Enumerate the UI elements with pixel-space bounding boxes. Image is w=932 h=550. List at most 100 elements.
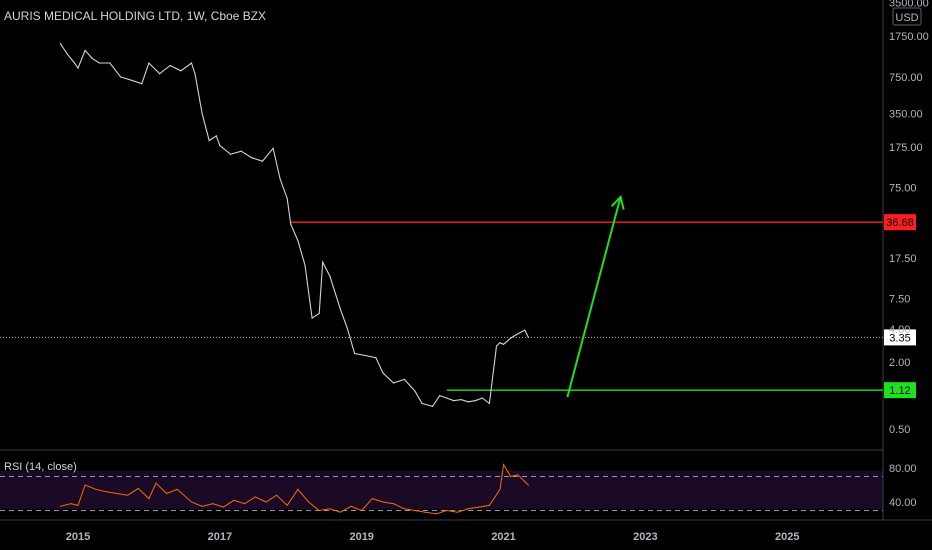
price-point: [98, 62, 100, 64]
main-pane[interactable]: [0, 0, 883, 449]
rsi-point: [478, 506, 480, 508]
price-point: [467, 401, 469, 403]
rsi-point: [456, 511, 458, 513]
price-point: [453, 400, 455, 402]
price-point: [272, 147, 274, 149]
time-axis-tick: 2017: [208, 531, 232, 543]
price-axis-tick: 17.50: [889, 253, 917, 265]
price-point: [148, 62, 150, 64]
price-point: [414, 390, 416, 392]
price-point: [290, 223, 292, 226]
price-axis-tick: 750.00: [889, 72, 923, 84]
price-point: [215, 135, 217, 137]
rsi-point: [148, 498, 150, 500]
level-tag-1[interactable]: [884, 382, 916, 399]
rsi-point: [155, 482, 157, 484]
time-axis-tick: 2023: [633, 531, 657, 543]
rsi-point: [467, 508, 469, 510]
rsi-point: [435, 513, 437, 515]
rsi-point: [488, 504, 490, 506]
price-point: [495, 345, 498, 347]
price-point: [240, 150, 242, 152]
rsi-point: [499, 488, 501, 490]
rsi-point: [382, 501, 384, 503]
time-axis-tick: 2021: [491, 531, 515, 543]
level-tag-label-1: 1.12: [889, 385, 910, 397]
time-axis-tick: 2015: [66, 531, 90, 543]
currency-badge[interactable]: [892, 7, 922, 26]
rsi-point: [350, 505, 352, 507]
rsi-point: [265, 501, 267, 503]
rsi-band-fill: [0, 471, 883, 509]
rsi-point: [77, 504, 79, 506]
price-point: [364, 354, 366, 357]
price-axis-tick: 4.00: [889, 324, 910, 336]
rsi-point: [318, 510, 320, 511]
rsi-point: [254, 496, 256, 498]
price-point: [481, 397, 483, 399]
rsi-point: [190, 501, 192, 503]
price-point: [329, 275, 331, 277]
last-price-tag[interactable]: [884, 329, 916, 346]
price-point: [527, 336, 529, 339]
last-price-label: 3.35: [889, 332, 910, 344]
rsi-point: [371, 498, 373, 500]
rsi-point: [176, 488, 178, 490]
price-point: [219, 144, 221, 147]
price-point: [354, 352, 356, 355]
price-point: [73, 62, 76, 64]
rsi-point: [212, 503, 214, 505]
price-point: [432, 405, 434, 407]
main-series-layer: [0, 42, 883, 408]
rsi-point: [244, 503, 246, 505]
rsi-point: [105, 491, 107, 493]
price-point: [311, 317, 313, 319]
price-axis-tick: 2.00: [889, 357, 910, 369]
rsi-point: [222, 506, 224, 508]
rsi-point: [503, 464, 505, 466]
price-point: [403, 378, 405, 381]
rsi-point: [403, 508, 405, 510]
axis-layer[interactable]: 36.68 1.12 3.35 3500.00 1750.00 750.00 350.00 1…: [66, 0, 929, 543]
price-point: [421, 402, 423, 405]
rsi-point: [286, 504, 288, 506]
price-point: [91, 57, 93, 60]
rsi-point: [84, 484, 86, 486]
price-axis-tick: 7.50: [889, 294, 910, 306]
price-point: [130, 79, 132, 81]
price-point: [318, 312, 320, 315]
level-tag-label-0: 36.68: [886, 217, 914, 229]
rsi-point: [127, 494, 129, 496]
price-point: [229, 153, 232, 155]
price-point: [446, 397, 448, 399]
rsi-point: [137, 487, 139, 489]
price-point: [510, 337, 512, 339]
rsi-title: RSI (14, close): [4, 461, 77, 473]
rsi-axis-tick: 80.00: [889, 463, 917, 475]
rsi-point: [339, 511, 341, 513]
price-point: [251, 157, 253, 159]
price-point: [180, 70, 182, 72]
price-axis-tick: 350.00: [889, 109, 923, 121]
rsi-point: [116, 493, 118, 494]
price-point: [194, 73, 196, 75]
price-point: [460, 399, 462, 401]
rsi-point: [59, 505, 61, 507]
price-axis-tick: 1750.00: [889, 31, 929, 43]
price-point: [279, 178, 281, 180]
rsi-point: [414, 510, 416, 511]
rsi-point: [425, 511, 427, 513]
price-point: [141, 83, 143, 85]
price-point: [169, 64, 171, 67]
trend-arrow-shaft: [566, 196, 622, 398]
price-point: [322, 261, 324, 263]
price-axis-tick: 0.50: [889, 424, 910, 436]
rsi-point: [233, 499, 235, 501]
time-axis-tick: 2019: [349, 531, 373, 543]
trend-arrow-head: [610, 194, 625, 210]
rsi-point: [393, 503, 395, 505]
price-point: [208, 139, 210, 142]
level-tag-0[interactable]: [884, 214, 916, 231]
price-point: [297, 240, 299, 242]
